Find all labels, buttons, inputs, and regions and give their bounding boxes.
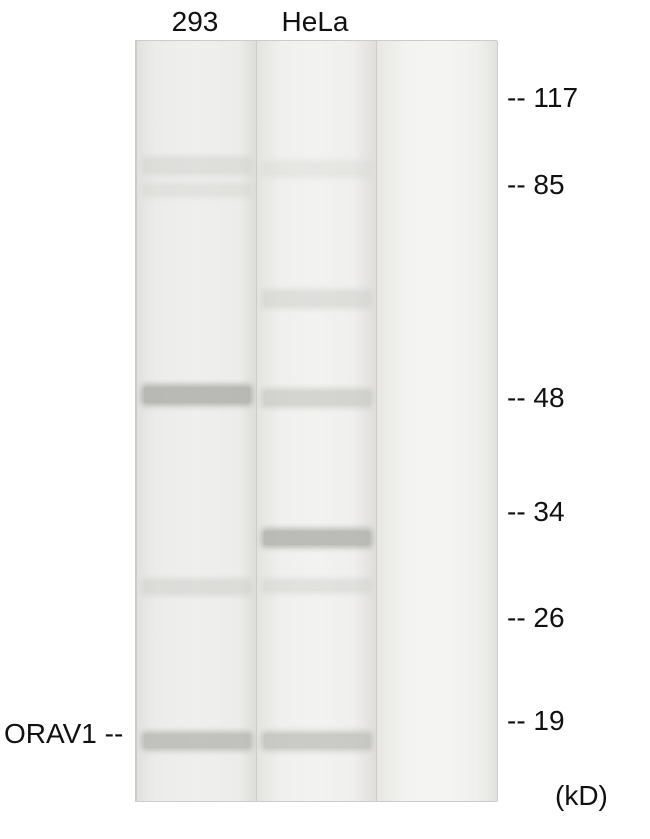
- lane-293: [136, 41, 258, 801]
- mw-marker-85: -- 85: [507, 169, 565, 201]
- mw-marker-19: -- 19: [507, 705, 565, 737]
- band-293-2: [144, 387, 249, 403]
- mw-marker-26: -- 26: [507, 602, 565, 634]
- band-hela-0: [264, 163, 369, 175]
- unit-label-kd: (kD): [555, 780, 608, 812]
- band-293-0: [144, 159, 249, 173]
- mw-marker-117: -- 117: [507, 82, 578, 114]
- band-hela-1: [264, 292, 369, 306]
- band-hela-2: [264, 391, 369, 405]
- band-293-3: [144, 581, 249, 593]
- lane-label-293: 293: [135, 6, 255, 38]
- lane-marker: [376, 41, 498, 801]
- mw-marker-48: -- 48: [507, 382, 565, 414]
- band-293-4: [144, 734, 249, 748]
- band-hela-4: [264, 581, 369, 591]
- target-protein-label: ORAV1 --: [4, 718, 123, 750]
- mw-marker-34: -- 34: [507, 496, 565, 528]
- lane-hela: [256, 41, 378, 801]
- band-hela-5: [264, 734, 369, 748]
- band-hela-3: [264, 531, 369, 545]
- blot-area: [135, 40, 497, 802]
- band-293-1: [144, 185, 249, 195]
- lane-label-hela: HeLa: [255, 6, 375, 38]
